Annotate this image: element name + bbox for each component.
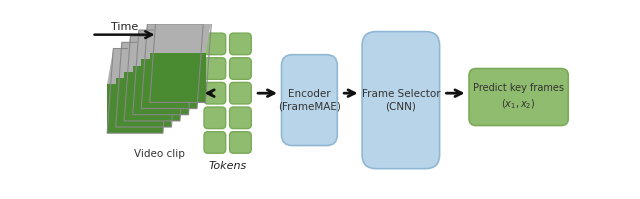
Polygon shape	[107, 84, 163, 133]
FancyBboxPatch shape	[204, 107, 226, 129]
Text: Time: Time	[111, 21, 138, 32]
Text: Video clip: Video clip	[134, 149, 185, 159]
Polygon shape	[116, 42, 178, 78]
FancyBboxPatch shape	[230, 132, 252, 153]
Polygon shape	[124, 36, 186, 72]
Polygon shape	[150, 53, 205, 102]
FancyBboxPatch shape	[230, 33, 252, 55]
FancyBboxPatch shape	[282, 55, 337, 145]
FancyBboxPatch shape	[204, 33, 226, 55]
FancyBboxPatch shape	[230, 82, 252, 104]
FancyBboxPatch shape	[362, 32, 440, 169]
FancyBboxPatch shape	[204, 58, 226, 79]
Text: Tokens: Tokens	[209, 161, 247, 171]
FancyBboxPatch shape	[204, 132, 226, 153]
FancyBboxPatch shape	[469, 68, 568, 126]
Polygon shape	[132, 66, 189, 115]
Polygon shape	[141, 24, 204, 60]
FancyBboxPatch shape	[230, 107, 252, 129]
Polygon shape	[132, 30, 195, 66]
FancyBboxPatch shape	[204, 82, 226, 104]
Polygon shape	[124, 72, 180, 121]
Polygon shape	[141, 60, 197, 109]
Text: Predict key frames
$(x_1, x_2)$: Predict key frames $(x_1, x_2)$	[473, 83, 564, 111]
FancyBboxPatch shape	[230, 58, 252, 79]
Text: Encoder
(FrameMAE): Encoder (FrameMAE)	[278, 89, 341, 112]
Polygon shape	[107, 49, 169, 84]
Text: Frame Selector
(CNN): Frame Selector (CNN)	[362, 89, 440, 112]
Polygon shape	[116, 78, 172, 127]
Polygon shape	[150, 18, 212, 53]
